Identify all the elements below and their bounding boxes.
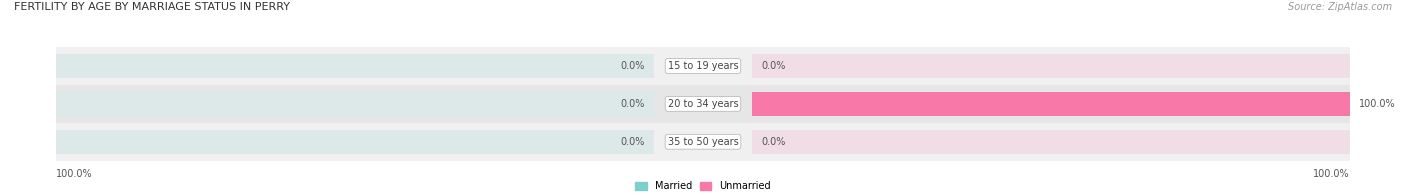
Bar bbox=[56, 54, 654, 78]
Bar bbox=[56, 47, 1350, 85]
Bar bbox=[56, 130, 654, 153]
Bar bbox=[56, 123, 1350, 161]
Text: Source: ZipAtlas.com: Source: ZipAtlas.com bbox=[1288, 2, 1392, 12]
Text: 0.0%: 0.0% bbox=[762, 137, 786, 147]
Text: 0.0%: 0.0% bbox=[620, 61, 644, 71]
Bar bbox=[56, 85, 1350, 123]
Text: 0.0%: 0.0% bbox=[620, 99, 644, 109]
Text: 0.0%: 0.0% bbox=[762, 61, 786, 71]
Bar bbox=[752, 130, 1350, 153]
Legend: Married, Unmarried: Married, Unmarried bbox=[636, 181, 770, 191]
Text: 35 to 50 years: 35 to 50 years bbox=[668, 137, 738, 147]
Text: FERTILITY BY AGE BY MARRIAGE STATUS IN PERRY: FERTILITY BY AGE BY MARRIAGE STATUS IN P… bbox=[14, 2, 290, 12]
Text: 100.0%: 100.0% bbox=[56, 169, 93, 179]
Bar bbox=[752, 92, 1350, 116]
Bar bbox=[752, 92, 1350, 116]
Text: 0.0%: 0.0% bbox=[620, 137, 644, 147]
Text: 100.0%: 100.0% bbox=[1360, 99, 1396, 109]
Bar bbox=[56, 92, 654, 116]
Text: 15 to 19 years: 15 to 19 years bbox=[668, 61, 738, 71]
Text: 20 to 34 years: 20 to 34 years bbox=[668, 99, 738, 109]
Text: 100.0%: 100.0% bbox=[1313, 169, 1350, 179]
Bar bbox=[752, 54, 1350, 78]
